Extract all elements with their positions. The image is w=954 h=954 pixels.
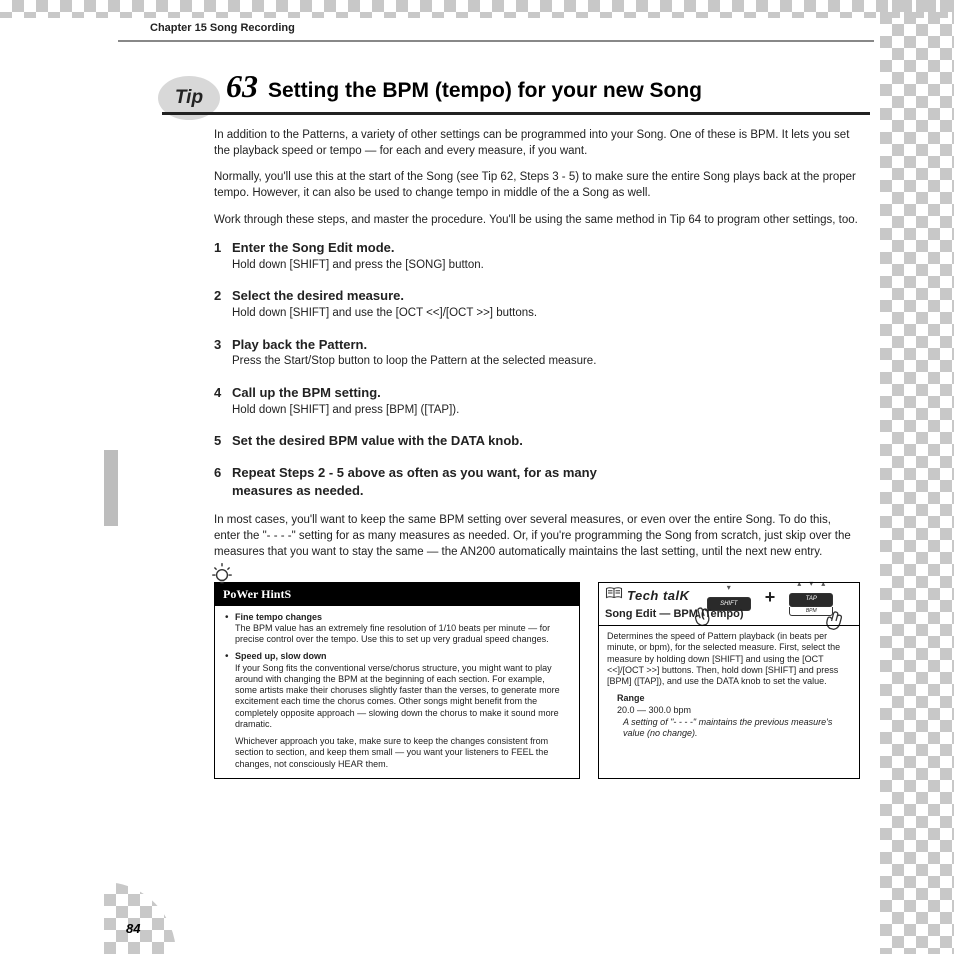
hint-item: Speed up, slow down If your Song fits th… — [225, 651, 569, 730]
step-number: 1 — [214, 239, 232, 273]
step-number: 2 — [214, 287, 232, 321]
step-text: Hold down [SHIFT] and press [BPM] ([TAP]… — [232, 403, 860, 419]
hint-item: Fine tempo changes The BPM value has an … — [225, 612, 569, 646]
power-hints-header: PoWer HintS — [215, 583, 579, 605]
content-body: In addition to the Patterns, a variety o… — [214, 128, 860, 779]
info-boxes: PoWer HintS Fine tempo changes The BPM v… — [214, 582, 860, 779]
range-note: A setting of "- - - -" maintains the pre… — [617, 717, 851, 740]
tip-number: 63 — [226, 68, 258, 105]
page-number: 84 — [126, 921, 140, 936]
step-text: Hold down [SHIFT] and use the [OCT <<]/[… — [232, 306, 860, 322]
step-title: Play back the Pattern. — [232, 336, 860, 354]
hint-body: If your Song fits the conventional verse… — [235, 663, 560, 729]
tech-talk-text: Determines the speed of Pattern playback… — [607, 631, 851, 687]
chapter-header: Chapter 15 Song Recording — [150, 22, 295, 34]
step-3: 3 Play back the Pattern. Press the Start… — [214, 336, 860, 370]
checker-corner — [104, 882, 176, 954]
lightbulb-icon — [209, 561, 235, 593]
step-title: Call up the BPM setting. — [232, 384, 860, 402]
step-title: Set the desired BPM value with the DATA … — [232, 432, 860, 450]
step-1: 1 Enter the Song Edit mode. Hold down [S… — [214, 239, 860, 273]
hint-title: Fine tempo changes — [235, 612, 569, 623]
step-title: Repeat Steps 2 - 5 above as often as you… — [232, 464, 612, 499]
step-list: 1 Enter the Song Edit mode. Hold down [S… — [214, 239, 860, 499]
tech-talk-header: Tech talK — [599, 583, 859, 607]
step-title: Select the desired measure. — [232, 287, 860, 305]
range-label: Range — [617, 693, 851, 704]
step-6: 6 Repeat Steps 2 - 5 above as often as y… — [214, 464, 860, 499]
tech-talk-box: Tech talK Song Edit — BPM (Tempo) Determ… — [598, 582, 860, 779]
tech-talk-subtitle: Song Edit — BPM (Tempo) — [599, 607, 859, 626]
hint-body: The BPM value has an extremely fine reso… — [235, 623, 550, 644]
checker-top-border — [0, 0, 954, 18]
step-number: 3 — [214, 336, 232, 370]
power-hints-box: PoWer HintS Fine tempo changes The BPM v… — [214, 582, 580, 779]
step-2: 2 Select the desired measure. Hold down … — [214, 287, 860, 321]
intro-p1: In addition to the Patterns, a variety o… — [214, 128, 860, 159]
checker-right-border — [880, 0, 954, 954]
book-icon — [605, 586, 623, 605]
step-4: 4 Call up the BPM setting. Hold down [SH… — [214, 384, 860, 418]
header-rule — [118, 40, 874, 42]
power-hints-body: Fine tempo changes The BPM value has an … — [215, 606, 579, 778]
step-5: 5 Set the desired BPM value with the DAT… — [214, 432, 860, 450]
step-number: 4 — [214, 384, 232, 418]
tech-talk-body: Determines the speed of Pattern playback… — [599, 626, 859, 747]
closing-paragraph: In most cases, you'll want to keep the s… — [214, 513, 860, 560]
hint-extra: Whichever approach you take, make sure t… — [225, 736, 569, 770]
side-tab — [104, 450, 118, 526]
hint-title: Speed up, slow down — [235, 651, 569, 662]
step-text: Press the Start/Stop button to loop the … — [232, 354, 860, 370]
tech-range: Range 20.0 — 300.0 bpm A setting of "- -… — [607, 693, 851, 739]
step-title: Enter the Song Edit mode. — [232, 239, 860, 257]
tip-title: Setting the BPM (tempo) for your new Son… — [268, 79, 702, 103]
intro-p2: Normally, you'll use this at the start o… — [214, 170, 860, 201]
step-number: 6 — [214, 464, 232, 499]
range-value: 20.0 — 300.0 bpm — [617, 705, 851, 716]
title-rule — [162, 112, 870, 115]
step-number: 5 — [214, 432, 232, 450]
intro-p3: Work through these steps, and master the… — [214, 213, 860, 229]
tech-talk-title: Tech talK — [627, 587, 690, 605]
tip-heading: Tip 63 Setting the BPM (tempo) for your … — [158, 68, 702, 114]
step-text: Hold down [SHIFT] and press the [SONG] b… — [232, 258, 860, 274]
